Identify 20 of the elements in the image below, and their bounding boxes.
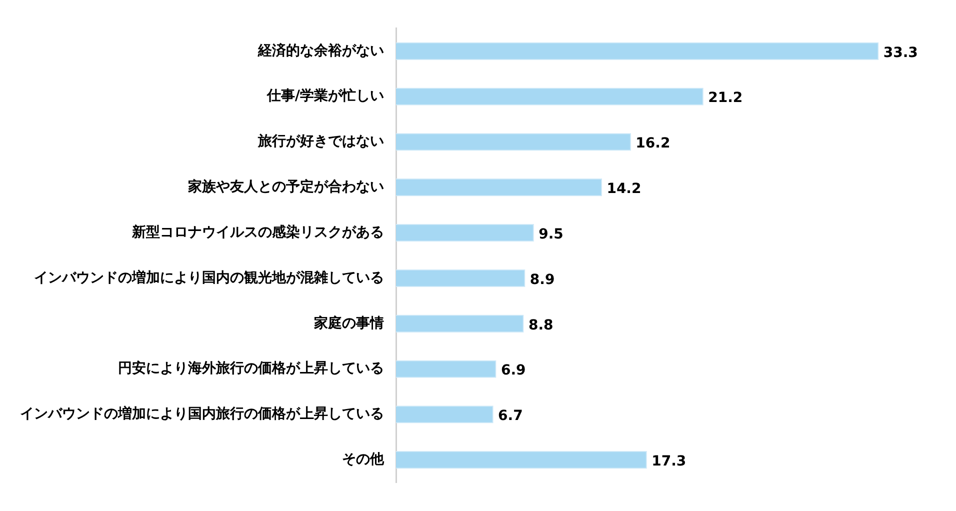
data-label: 17.3 [652,454,686,470]
y-tick-label: 円安により海外旅行の価格が上昇している [118,360,384,377]
y-tick-label: 家族や友人との予定が合わない [187,178,384,196]
y-tick-label: 旅行が好きではない [257,134,384,150]
y-tick-label: 仕事/学業が忙しい [266,88,384,104]
y-tick-label: インバウンドの増加により国内旅行の価格が上昇している [20,405,384,422]
y-tick-label: 新型コロナウイルスの感染リスクがある [131,223,384,240]
y-tick-label: その他 [342,452,385,468]
data-label: 8.8 [528,317,554,334]
y-tick-label: インバウンドの増加により国内の観光地が混雑している [34,268,384,286]
data-label: 6.7 [498,408,523,424]
data-label: 8.9 [530,272,555,288]
y-tick-label: 家庭の事情 [313,314,384,332]
data-label: 33.3 [883,44,918,61]
data-label: 6.9 [500,362,526,379]
data-label: 14.2 [606,181,642,198]
data-label: 16.2 [636,136,670,152]
data-label: 21.2 [708,90,743,106]
y-tick-label: 経済的な余裕がない [257,42,384,59]
data-label: 9.5 [538,226,564,242]
